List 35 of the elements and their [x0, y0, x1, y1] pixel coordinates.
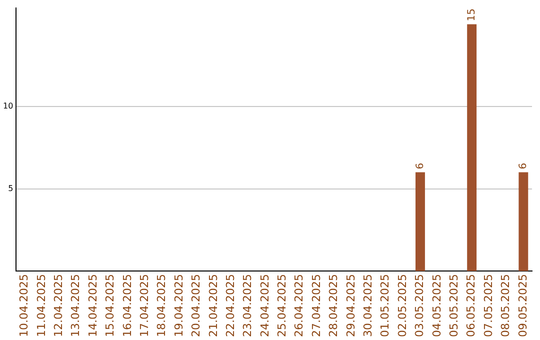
y-tick-label: 5 [8, 184, 14, 193]
x-tick-label: 26.04.2025 [292, 274, 306, 338]
x-tick-label: 21.04.2025 [206, 274, 220, 338]
x-tick-label: 25.04.2025 [276, 274, 289, 338]
x-tick-label: 04.05.2025 [430, 274, 444, 338]
x-tick-label: 17.04.2025 [138, 274, 151, 338]
x-tick-label: 07.05.2025 [482, 274, 495, 338]
x-tick-label: 23.04.2025 [241, 274, 254, 338]
x-tick-label: 08.05.2025 [499, 274, 512, 338]
x-tick-label: 02.05.2025 [396, 274, 409, 338]
x-tick-label: 27.04.2025 [310, 274, 323, 338]
x-tick-label: 19.04.2025 [172, 274, 186, 338]
x-tick-label: 01.05.2025 [378, 274, 392, 338]
x-tick-label: 18.04.2025 [155, 274, 168, 338]
x-tick-label: 29.04.2025 [344, 274, 358, 338]
x-tick-label: 03.05.2025 [413, 274, 426, 338]
data-label: 6 [518, 162, 529, 170]
y-tick-label: 10 [2, 102, 14, 111]
x-tick-label: 13.04.2025 [69, 274, 82, 338]
x-tick-label: 22.04.2025 [224, 274, 237, 338]
x-tick-label: 15.04.2025 [104, 274, 117, 338]
data-label: 6 [414, 162, 426, 170]
x-tick-label: 28.04.2025 [327, 274, 340, 338]
x-tick-label: 05.05.2025 [447, 274, 460, 338]
x-tick-label: 11.04.2025 [34, 274, 48, 338]
x-tick-label: 09.05.2025 [516, 274, 530, 338]
x-tick-label: 24.04.2025 [258, 274, 272, 338]
x-tick-label: 20.04.2025 [190, 274, 203, 338]
x-tick-label: 10.04.2025 [18, 274, 31, 338]
x-tick-label: 16.04.2025 [120, 274, 134, 338]
x-tick-label: 12.04.2025 [52, 274, 66, 338]
x-tick-label: 30.04.2025 [362, 274, 375, 338]
x-tick-label: 14.04.2025 [86, 274, 100, 338]
x-tick-label: 06.05.2025 [464, 274, 478, 338]
data-label: 15 [466, 8, 478, 22]
